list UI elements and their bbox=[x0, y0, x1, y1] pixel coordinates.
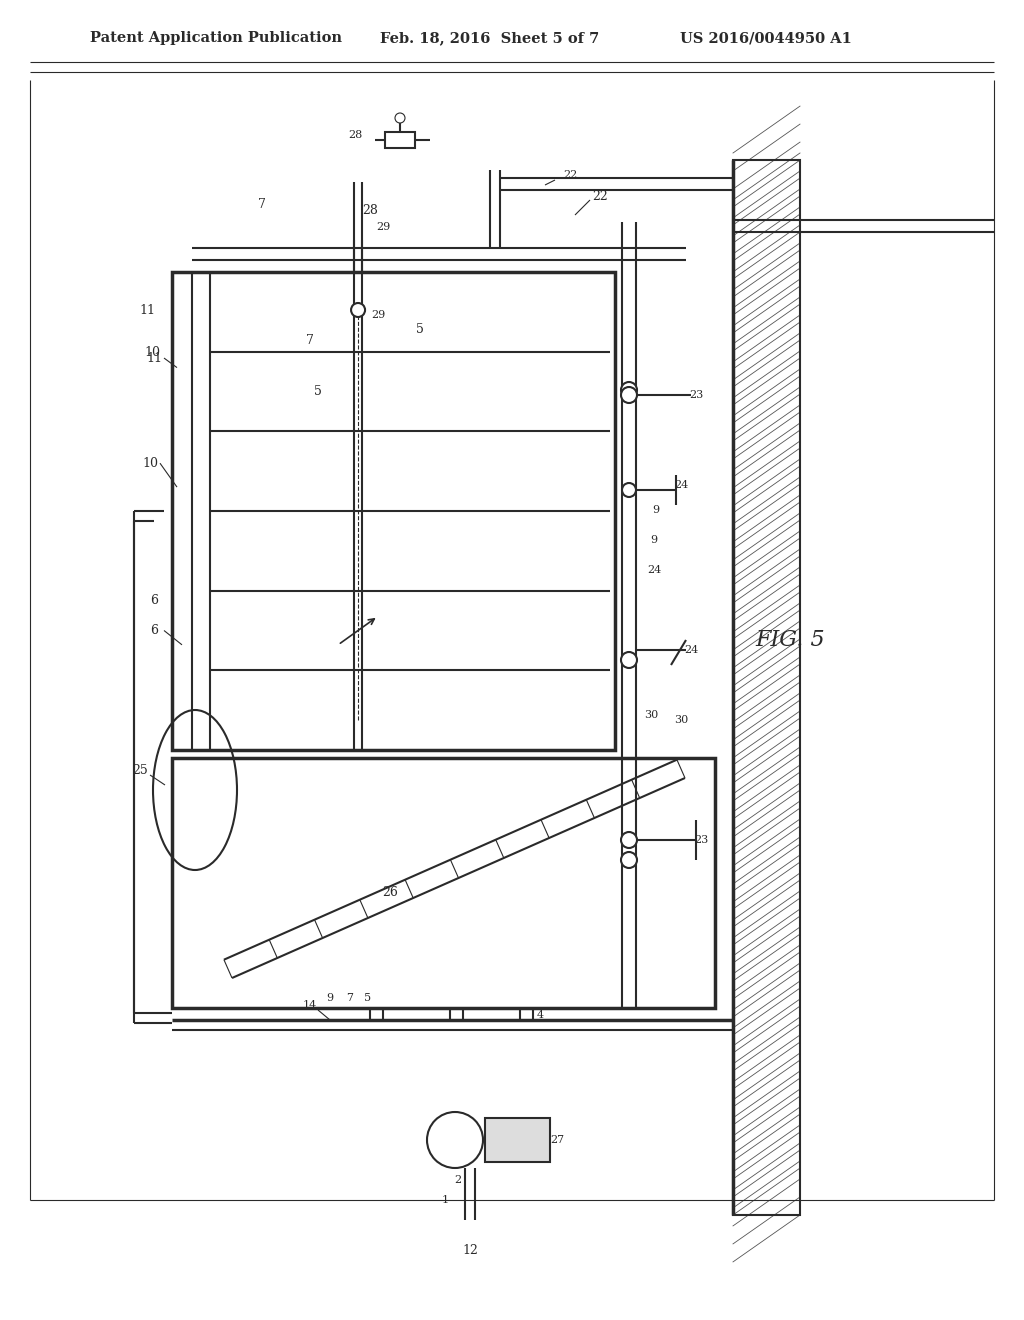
Text: 6: 6 bbox=[150, 624, 158, 638]
Text: 24: 24 bbox=[647, 565, 662, 576]
Text: 22: 22 bbox=[592, 190, 608, 202]
Circle shape bbox=[351, 304, 366, 317]
Bar bbox=[385, 132, 415, 148]
Text: 3: 3 bbox=[465, 1155, 472, 1166]
Text: 7: 7 bbox=[346, 993, 353, 1003]
Bar bbox=[172, 272, 615, 750]
Text: 12: 12 bbox=[462, 1243, 478, 1257]
Circle shape bbox=[395, 114, 406, 123]
Circle shape bbox=[621, 652, 637, 668]
Text: 9: 9 bbox=[652, 506, 659, 515]
Text: 4: 4 bbox=[537, 1010, 544, 1020]
Bar bbox=[733, 160, 800, 1214]
Text: 27: 27 bbox=[550, 1135, 564, 1144]
Text: 28: 28 bbox=[362, 203, 378, 216]
Text: US 2016/0044950 A1: US 2016/0044950 A1 bbox=[680, 30, 852, 45]
Text: 24: 24 bbox=[674, 480, 688, 490]
Circle shape bbox=[621, 832, 637, 847]
Text: 23: 23 bbox=[694, 836, 709, 845]
Text: 7: 7 bbox=[306, 334, 314, 346]
Circle shape bbox=[622, 483, 636, 498]
Circle shape bbox=[621, 387, 637, 403]
Text: 25: 25 bbox=[132, 763, 147, 776]
Circle shape bbox=[427, 1111, 483, 1168]
Text: 29: 29 bbox=[376, 222, 390, 232]
Text: 30: 30 bbox=[644, 710, 658, 719]
Text: 5: 5 bbox=[416, 323, 424, 335]
Text: 28: 28 bbox=[348, 129, 362, 140]
Text: 29: 29 bbox=[371, 310, 385, 319]
Circle shape bbox=[621, 381, 637, 399]
Text: 1: 1 bbox=[441, 1195, 449, 1205]
Bar bbox=[172, 758, 715, 1008]
Text: 14: 14 bbox=[303, 1001, 317, 1010]
Text: 11: 11 bbox=[139, 304, 155, 317]
Text: 26: 26 bbox=[383, 887, 398, 899]
Text: 6: 6 bbox=[150, 594, 158, 606]
Text: 10: 10 bbox=[142, 457, 158, 470]
Bar bbox=[485, 1118, 550, 1162]
Text: 11: 11 bbox=[146, 351, 162, 364]
Text: 9: 9 bbox=[327, 993, 334, 1003]
Text: FIG. 5: FIG. 5 bbox=[755, 630, 824, 651]
Circle shape bbox=[621, 851, 637, 869]
Text: 2: 2 bbox=[455, 1175, 462, 1185]
Text: 10: 10 bbox=[144, 346, 160, 359]
Text: 7: 7 bbox=[258, 198, 266, 211]
Bar bbox=[733, 160, 800, 1214]
Text: 9: 9 bbox=[650, 535, 657, 545]
Text: 22: 22 bbox=[563, 170, 578, 180]
Text: 24: 24 bbox=[684, 645, 698, 655]
Text: 5: 5 bbox=[365, 993, 372, 1003]
Text: 23: 23 bbox=[689, 389, 703, 400]
Text: 30: 30 bbox=[674, 715, 688, 725]
Text: Patent Application Publication: Patent Application Publication bbox=[90, 30, 342, 45]
Text: 5: 5 bbox=[314, 385, 322, 399]
Text: Feb. 18, 2016  Sheet 5 of 7: Feb. 18, 2016 Sheet 5 of 7 bbox=[380, 30, 599, 45]
